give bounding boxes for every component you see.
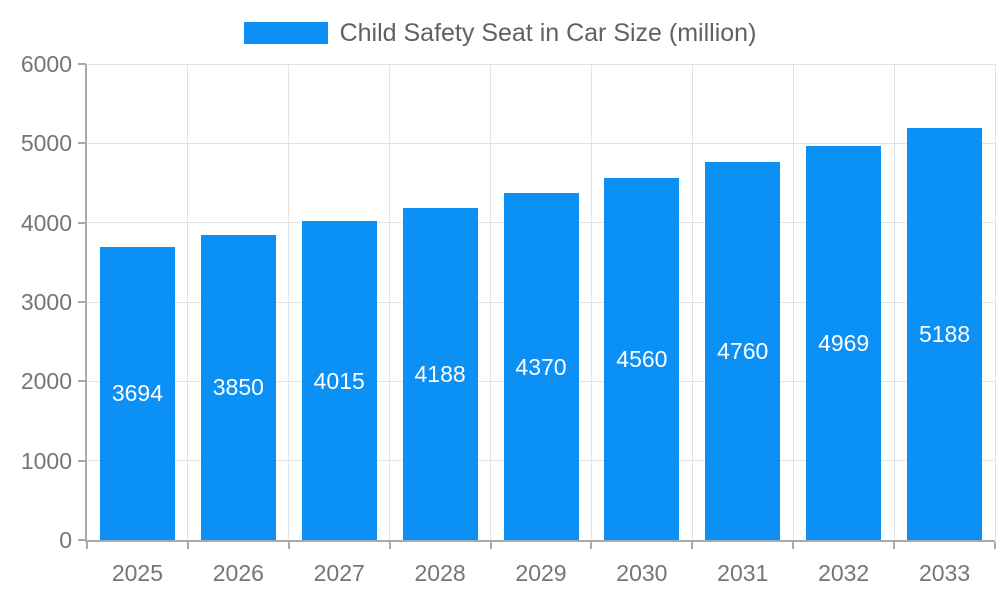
x-axis-tick: [893, 542, 896, 549]
bar-2032[interactable]: 4969: [806, 145, 882, 540]
bar-value-label: 5188: [918, 321, 971, 348]
v-gridline: [590, 64, 592, 540]
x-axis-label: 2031: [717, 560, 769, 586]
plot-area: 3694 3850 4015 4188 4370 4560 4760 4969 5188: [87, 63, 996, 540]
y-axis-tick: [78, 142, 86, 145]
bar-2027[interactable]: 4015: [301, 221, 377, 540]
bar-2030[interactable]: 4560: [604, 178, 680, 540]
bar-2025[interactable]: 3694: [99, 246, 175, 540]
bar-2026[interactable]: 3850: [200, 234, 276, 540]
bar-value-label: 4760: [717, 338, 769, 365]
x-axis-tick: [86, 542, 88, 549]
bar-2028[interactable]: 4188: [402, 207, 478, 540]
y-axis-label: 1000: [20, 447, 72, 474]
x-axis-tick: [691, 542, 694, 549]
x-axis-label: 2032: [818, 560, 870, 586]
y-axis-label: 5000: [20, 130, 72, 157]
x-axis-label: 2029: [515, 560, 567, 586]
x-axis-tick: [994, 542, 996, 549]
v-gridline: [792, 64, 794, 540]
v-gridline: [187, 64, 189, 540]
legend[interactable]: Child Safety Seat in Car Size (million): [0, 19, 1000, 47]
bar-value-label: 4188: [414, 360, 466, 387]
v-gridline: [893, 64, 895, 540]
y-axis-tick: [78, 459, 86, 462]
v-gridline: [389, 64, 391, 540]
y-axis-tick: [78, 221, 86, 224]
y-axis-label: 2000: [20, 368, 72, 395]
h-gridline: [87, 142, 995, 144]
v-gridline: [288, 64, 290, 540]
y-axis-line: [85, 64, 87, 542]
legend-label: Child Safety Seat in Car Size (million): [339, 19, 757, 47]
v-gridline: [691, 64, 693, 540]
bar-2029[interactable]: 4370: [503, 193, 579, 540]
y-axis-label: 0: [59, 527, 72, 553]
x-axis-tick: [388, 542, 391, 549]
legend-swatch[interactable]: [243, 22, 328, 44]
x-axis-tick: [287, 542, 290, 549]
v-gridline: [490, 64, 492, 540]
v-gridline: [994, 64, 996, 540]
x-axis-tick: [792, 542, 795, 549]
x-axis-label: 2025: [111, 560, 164, 586]
y-axis-tick: [78, 539, 86, 541]
bar-value-label: 4370: [515, 353, 567, 380]
bar-value-label: 4560: [616, 346, 668, 373]
x-axis-tick: [489, 542, 492, 549]
x-axis-label: 2028: [414, 560, 466, 586]
bar-value-label: 4015: [313, 367, 365, 394]
x-axis-tick: [590, 542, 593, 549]
x-axis-tick: [186, 542, 189, 549]
x-axis-label: 2027: [313, 560, 365, 586]
x-axis-line: [85, 540, 995, 542]
x-axis-label: 2030: [616, 560, 668, 586]
y-axis-label: 4000: [20, 209, 72, 236]
bar-value-label: 3850: [212, 374, 264, 401]
bar-value-label: 4969: [818, 329, 870, 356]
bar-2031[interactable]: 4760: [705, 162, 781, 540]
bar-2033[interactable]: 5188: [907, 128, 983, 540]
x-axis-label: 2026: [212, 560, 264, 586]
y-axis-label: 3000: [20, 289, 72, 315]
y-axis-label: 6000: [20, 51, 72, 77]
x-axis-label: 2033: [918, 560, 971, 586]
h-gridline: [87, 63, 995, 65]
bar-value-label: 3694: [111, 380, 164, 407]
y-axis-tick: [78, 380, 86, 383]
y-axis-tick: [78, 301, 86, 303]
y-axis-tick: [78, 63, 86, 65]
